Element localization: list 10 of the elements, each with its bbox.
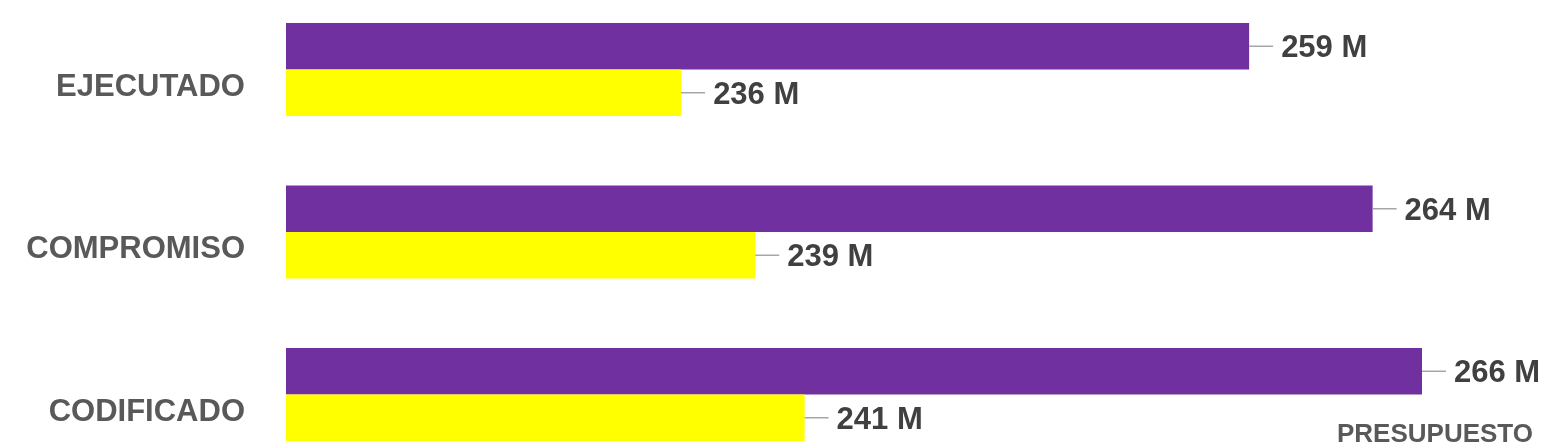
data-label: 266 M xyxy=(1454,354,1541,390)
data-label: 264 M xyxy=(1404,191,1491,227)
data-label: 236 M xyxy=(713,75,800,111)
data-label: 241 M xyxy=(836,400,923,436)
x-axis-title: PRESUPUESTO xyxy=(1336,418,1533,447)
y-tick-label: EJECUTADO xyxy=(56,67,245,103)
y-tick-label: COMPROMISO xyxy=(26,230,245,266)
data-label: 239 M xyxy=(787,238,874,274)
data-label: 259 M xyxy=(1281,29,1368,65)
y-tick-label: CODIFICADO xyxy=(48,392,245,428)
